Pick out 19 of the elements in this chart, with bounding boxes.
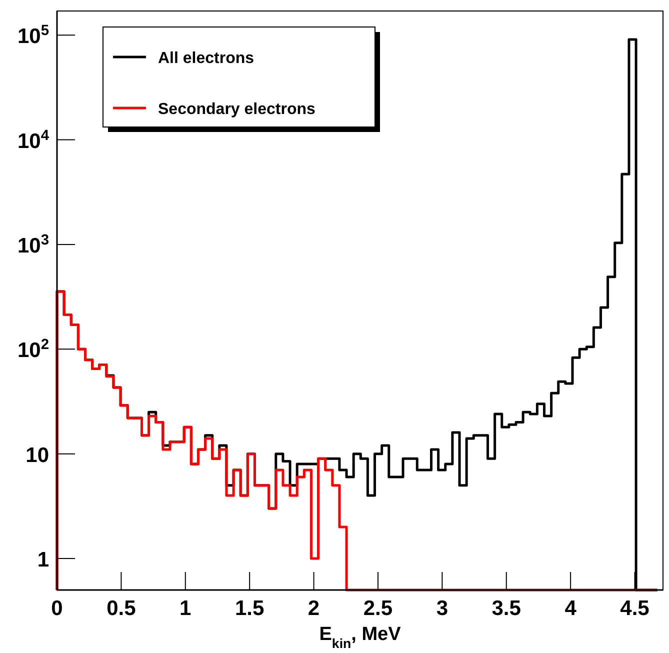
y-tick-label: 10$^{3}$ bbox=[17, 232, 49, 258]
x-tick-label: 2 bbox=[308, 597, 320, 620]
y-tick-label: 1 bbox=[37, 548, 50, 572]
x-tick-label: 0.5 bbox=[106, 597, 136, 620]
x-tick-label: 3.5 bbox=[492, 597, 522, 620]
y-tick-label: 10$^{4}$ bbox=[17, 128, 50, 153]
x-tick-label: 1.5 bbox=[234, 597, 264, 620]
x-tick-label: 4.5 bbox=[620, 597, 650, 620]
y-tick-label: 10 bbox=[26, 444, 49, 467]
x-tick-label: 2.5 bbox=[363, 597, 393, 620]
y-tick-label: 10$^{5}$ bbox=[17, 23, 49, 48]
legend-label: Secondary electrons bbox=[158, 101, 316, 118]
legend-label: All electrons bbox=[158, 50, 254, 67]
x-tick-label: 4 bbox=[564, 597, 577, 620]
x-tick-label: 0 bbox=[51, 597, 63, 620]
x-axis-title: E$_{kin}$, MeV bbox=[319, 624, 402, 650]
x-tick-label: 3 bbox=[436, 597, 448, 620]
y-tick-label: 10$^{2}$ bbox=[17, 337, 49, 362]
x-tick-label: 1 bbox=[180, 597, 192, 620]
